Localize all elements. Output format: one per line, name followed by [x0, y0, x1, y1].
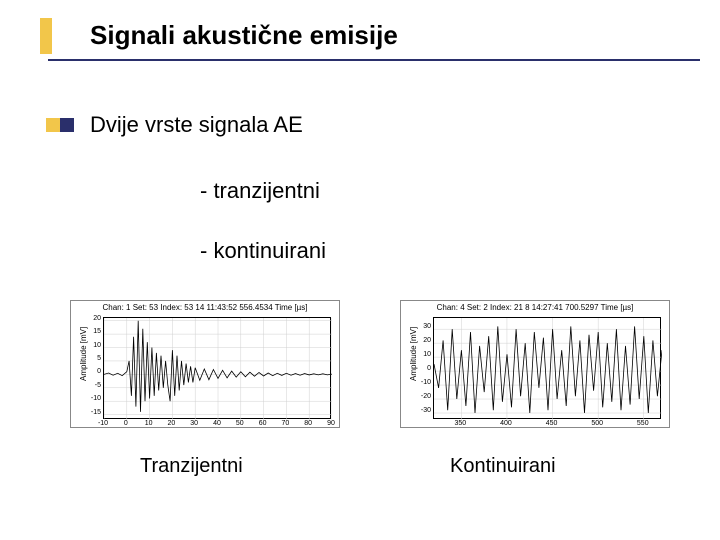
x-tick-label: 60: [255, 420, 271, 427]
chart-continuous: Chan: 4 Set: 2 Index: 21 8 14:27:41 700.…: [400, 300, 670, 428]
y-tick-label: -20: [413, 393, 431, 400]
charts-row: Chan: 1 Set: 53 Index: 53 14 11:43:52 55…: [70, 300, 670, 428]
x-tick-label: 90: [323, 420, 339, 427]
caption-transient: Tranzijentni: [140, 455, 243, 478]
y-tick-label: 20: [413, 337, 431, 344]
y-tick-label: 20: [83, 315, 101, 322]
sub-item-1: - tranzijentni: [200, 178, 320, 204]
y-tick-label: -5: [83, 382, 101, 389]
page-title: Signali akustične emisije: [48, 18, 700, 59]
x-tick-label: 0: [118, 420, 134, 427]
x-tick-label: 80: [300, 420, 316, 427]
plot-area: [103, 317, 331, 419]
y-tick-label: 15: [83, 328, 101, 335]
sub-item-2: - kontinuirani: [200, 238, 326, 264]
plot-area: [433, 317, 661, 419]
y-tick-label: -30: [413, 407, 431, 414]
x-tick-label: 20: [163, 420, 179, 427]
y-tick-label: 10: [413, 351, 431, 358]
x-tick-label: 30: [186, 420, 202, 427]
y-tick-label: 10: [83, 342, 101, 349]
x-tick-label: 50: [232, 420, 248, 427]
y-tick-label: 30: [413, 323, 431, 330]
title-bar: Signali akustične emisije: [48, 18, 700, 61]
x-tick-label: -10: [95, 420, 111, 427]
x-tick-label: 450: [544, 420, 560, 427]
x-tick-label: 40: [209, 420, 225, 427]
chart-header: Chan: 4 Set: 2 Index: 21 8 14:27:41 700.…: [401, 301, 669, 312]
x-tick-label: 550: [635, 420, 651, 427]
y-tick-label: 0: [83, 368, 101, 375]
x-tick-label: 70: [277, 420, 293, 427]
caption-continuous: Kontinuirani: [450, 455, 556, 478]
bullet-marker: [60, 118, 74, 132]
y-tick-label: -10: [413, 379, 431, 386]
chart-transient: Chan: 1 Set: 53 Index: 53 14 11:43:52 55…: [70, 300, 340, 428]
y-tick-label: -10: [83, 395, 101, 402]
x-tick-label: 400: [498, 420, 514, 427]
x-tick-label: 10: [141, 420, 157, 427]
y-tick-label: 5: [83, 355, 101, 362]
bullet-text: Dvije vrste signala AE: [90, 112, 303, 138]
x-tick-label: 350: [452, 420, 468, 427]
y-tick-label: 0: [413, 365, 431, 372]
y-tick-label: -15: [83, 409, 101, 416]
chart-header: Chan: 1 Set: 53 Index: 53 14 11:43:52 55…: [71, 301, 339, 312]
x-tick-label: 500: [589, 420, 605, 427]
